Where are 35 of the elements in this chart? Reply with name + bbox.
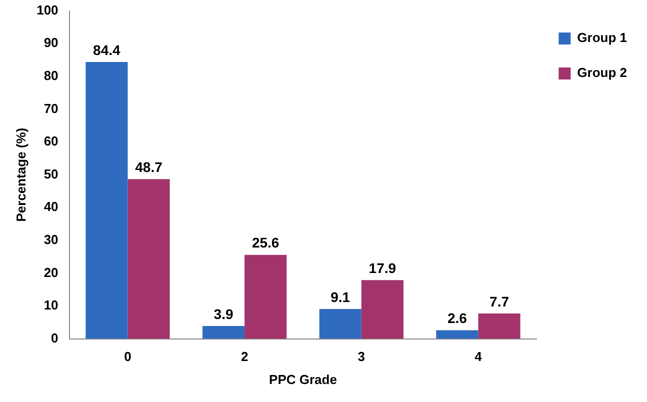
y-tick-label: 10 bbox=[44, 298, 58, 313]
y-tick-label: 40 bbox=[44, 199, 58, 214]
y-tick-label: 90 bbox=[44, 35, 58, 50]
bar bbox=[86, 62, 128, 339]
x-tick-label: 4 bbox=[474, 349, 483, 364]
bar bbox=[128, 179, 170, 339]
legend-label: Group 2 bbox=[577, 65, 628, 80]
y-tick-label: 70 bbox=[44, 100, 58, 116]
y-axis-title: Percentage (%) bbox=[13, 128, 28, 222]
bar bbox=[436, 330, 478, 339]
bar bbox=[319, 308, 362, 339]
data-label: 2.6 bbox=[447, 310, 468, 326]
data-label: 7.7 bbox=[490, 293, 510, 310]
y-tick-label: 50 bbox=[44, 166, 58, 182]
y-tick-label: 20 bbox=[44, 264, 58, 280]
bar bbox=[202, 326, 245, 339]
x-tick-label: 3 bbox=[358, 349, 366, 364]
x-tick-label: 0 bbox=[124, 349, 132, 364]
x-tick-label: 2 bbox=[240, 349, 248, 364]
data-label: 9.1 bbox=[330, 288, 350, 305]
data-label: 25.6 bbox=[252, 234, 280, 251]
bar bbox=[244, 254, 287, 339]
legend-label: Group 1 bbox=[577, 30, 628, 46]
y-tick-label: 80 bbox=[44, 68, 58, 83]
y-tick-label: 100 bbox=[36, 2, 58, 18]
bar bbox=[361, 280, 404, 339]
x-axis-title: PPC Grade bbox=[269, 372, 337, 387]
y-tick-label: 30 bbox=[44, 232, 58, 247]
data-label: 3.9 bbox=[214, 306, 234, 322]
data-label: 48.7 bbox=[135, 158, 163, 175]
y-tick-label: 60 bbox=[44, 134, 58, 149]
data-label: 17.9 bbox=[368, 260, 396, 276]
data-label: 84.4 bbox=[93, 42, 121, 58]
y-tick-label: 0 bbox=[51, 330, 58, 346]
bar bbox=[478, 314, 520, 339]
